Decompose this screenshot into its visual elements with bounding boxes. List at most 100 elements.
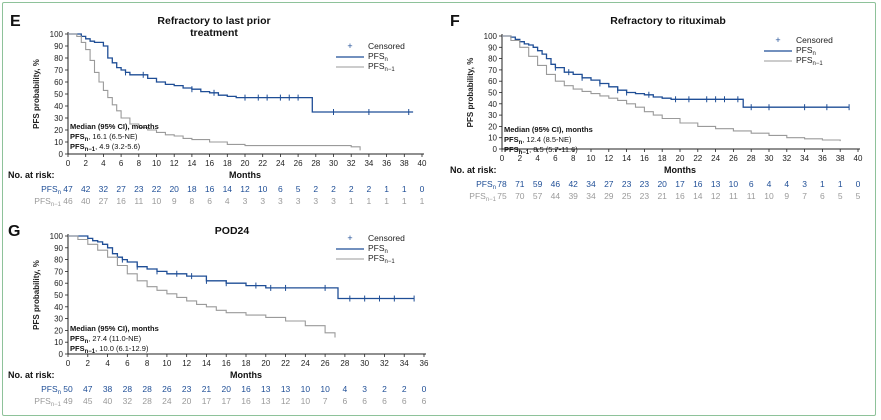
y-tick-label: 70 (54, 66, 63, 75)
at-risk-count-pfs-n1: 6 (382, 396, 387, 406)
y-axis-label: PFS probability, % (466, 58, 475, 128)
curve-pfs-n1 (502, 35, 841, 142)
legend-pfs-n: PFSn (368, 51, 388, 63)
at-risk-count-pfs-n: 16 (241, 384, 251, 394)
curve-pfs-n1 (68, 33, 361, 151)
at-risk-count-pfs-n: 32 (99, 184, 109, 194)
x-tick-label: 20 (261, 359, 270, 368)
curve-pfs-n (68, 235, 415, 300)
y-axis-label: PFS probability, % (32, 260, 41, 330)
at-risk-count-pfs-n1: 6 (362, 396, 367, 406)
y-tick-label: 20 (488, 122, 497, 131)
chart-title-line: treatment (190, 27, 238, 39)
x-tick-label: 6 (119, 159, 124, 168)
x-tick-label: 18 (658, 154, 667, 163)
at-risk-count-pfs-n1: 12 (711, 191, 721, 201)
y-tick-label: 20 (54, 326, 63, 335)
x-tick-label: 40 (854, 154, 863, 163)
x-tick-label: 22 (258, 159, 267, 168)
at-risk-count-pfs-n1: 40 (81, 196, 91, 206)
x-tick-label: 24 (711, 154, 720, 163)
y-tick-label: 30 (488, 111, 497, 120)
at-risk-row-label-pfs-n: PFSn (41, 384, 61, 396)
median-pfs-n1: PFSn−1, 8.5 (5.7-11.6) (504, 145, 578, 156)
at-risk-count-pfs-n1: 27 (99, 196, 109, 206)
at-risk-label: No. at risk: (450, 165, 497, 175)
at-risk-count-pfs-n1: 1 (367, 196, 372, 206)
at-risk-count-pfs-n: 22 (152, 184, 162, 194)
x-tick-label: 32 (782, 154, 791, 163)
at-risk-count-pfs-n1: 57 (533, 191, 543, 201)
at-risk-count-pfs-n: 2 (313, 184, 318, 194)
panel-f: F Refractory to rituximab PFS probability,… (446, 4, 876, 221)
x-tick-label: 10 (162, 359, 171, 368)
at-risk-count-pfs-n1: 46 (63, 196, 73, 206)
at-risk-count-pfs-n1: 32 (123, 396, 133, 406)
x-tick-label: 26 (729, 154, 738, 163)
legend-censored: Censored (368, 233, 405, 243)
at-risk-count-pfs-n1: 7 (323, 396, 328, 406)
x-tick-label: 22 (281, 359, 290, 368)
at-risk-count-pfs-n: 2 (331, 184, 336, 194)
at-risk-count-pfs-n1: 6 (820, 191, 825, 201)
median-pfs-n: PFSn, 12.4 (8.5-NE) (504, 135, 572, 146)
at-risk-count-pfs-n1: 70 (515, 191, 525, 201)
at-risk-count-pfs-n: 26 (162, 384, 172, 394)
curve-pfs-n1 (68, 235, 336, 338)
at-risk-count-pfs-n1: 21 (657, 191, 667, 201)
at-risk-count-pfs-n1: 16 (241, 396, 251, 406)
y-tick-label: 90 (54, 244, 63, 253)
at-risk-count-pfs-n: 21 (202, 384, 212, 394)
x-tick-label: 30 (765, 154, 774, 163)
at-risk-count-pfs-n: 27 (116, 184, 126, 194)
at-risk-count-pfs-n: 20 (657, 179, 667, 189)
x-tick-label: 26 (294, 159, 303, 168)
at-risk-count-pfs-n: 20 (221, 384, 231, 394)
y-tick-label: 10 (488, 134, 497, 143)
at-risk-count-pfs-n: 10 (320, 384, 330, 394)
at-risk-count-pfs-n: 0 (420, 184, 425, 194)
at-risk-row-label-pfs-n1: PFSn−1 (34, 196, 61, 208)
x-tick-label: 6 (125, 359, 130, 368)
at-risk-count-pfs-n: 42 (568, 179, 578, 189)
at-risk-count-pfs-n: 5 (296, 184, 301, 194)
at-risk-count-pfs-n1: 11 (747, 191, 756, 201)
chart-title-line: POD24 (215, 225, 250, 237)
at-risk-count-pfs-n: 47 (63, 184, 73, 194)
at-risk-count-pfs-n1: 17 (221, 396, 231, 406)
y-tick-label: 0 (59, 350, 64, 359)
at-risk-count-pfs-n1: 20 (182, 396, 192, 406)
at-risk-count-pfs-n: 27 (604, 179, 614, 189)
at-risk-count-pfs-n: 20 (169, 184, 179, 194)
x-axis-label: Months (229, 170, 261, 180)
panel-letter-e: E (10, 13, 21, 30)
at-risk-count-pfs-n1: 1 (420, 196, 425, 206)
at-risk-count-pfs-n: 2 (367, 184, 372, 194)
legend-censored: Censored (796, 35, 833, 45)
at-risk-count-pfs-n1: 10 (152, 196, 162, 206)
at-risk-count-pfs-n: 3 (362, 384, 367, 394)
at-risk-count-pfs-n: 13 (711, 179, 721, 189)
at-risk-count-pfs-n1: 14 (693, 191, 703, 201)
x-tick-label: 12 (170, 159, 179, 168)
x-tick-label: 22 (693, 154, 702, 163)
at-risk-count-pfs-n: 38 (103, 384, 113, 394)
at-risk-count-pfs-n: 42 (81, 184, 91, 194)
at-risk-count-pfs-n: 0 (856, 179, 861, 189)
at-risk-count-pfs-n: 28 (142, 384, 152, 394)
x-tick-label: 10 (587, 154, 596, 163)
x-tick-label: 4 (535, 154, 540, 163)
y-tick-label: 10 (54, 338, 63, 347)
y-tick-label: 80 (54, 54, 63, 63)
legend-pfs-n1: PFSn−1 (368, 253, 395, 265)
curve-pfs-n (502, 35, 850, 108)
y-tick-label: 20 (54, 126, 63, 135)
x-tick-label: 36 (382, 159, 391, 168)
censored-marker-icon: + (775, 35, 780, 45)
at-risk-count-pfs-n: 16 (205, 184, 215, 194)
x-tick-label: 24 (301, 359, 310, 368)
at-risk-count-pfs-n: 18 (187, 184, 197, 194)
at-risk-count-pfs-n1: 28 (142, 396, 152, 406)
median-header: Median (95% CI), months (70, 122, 159, 131)
